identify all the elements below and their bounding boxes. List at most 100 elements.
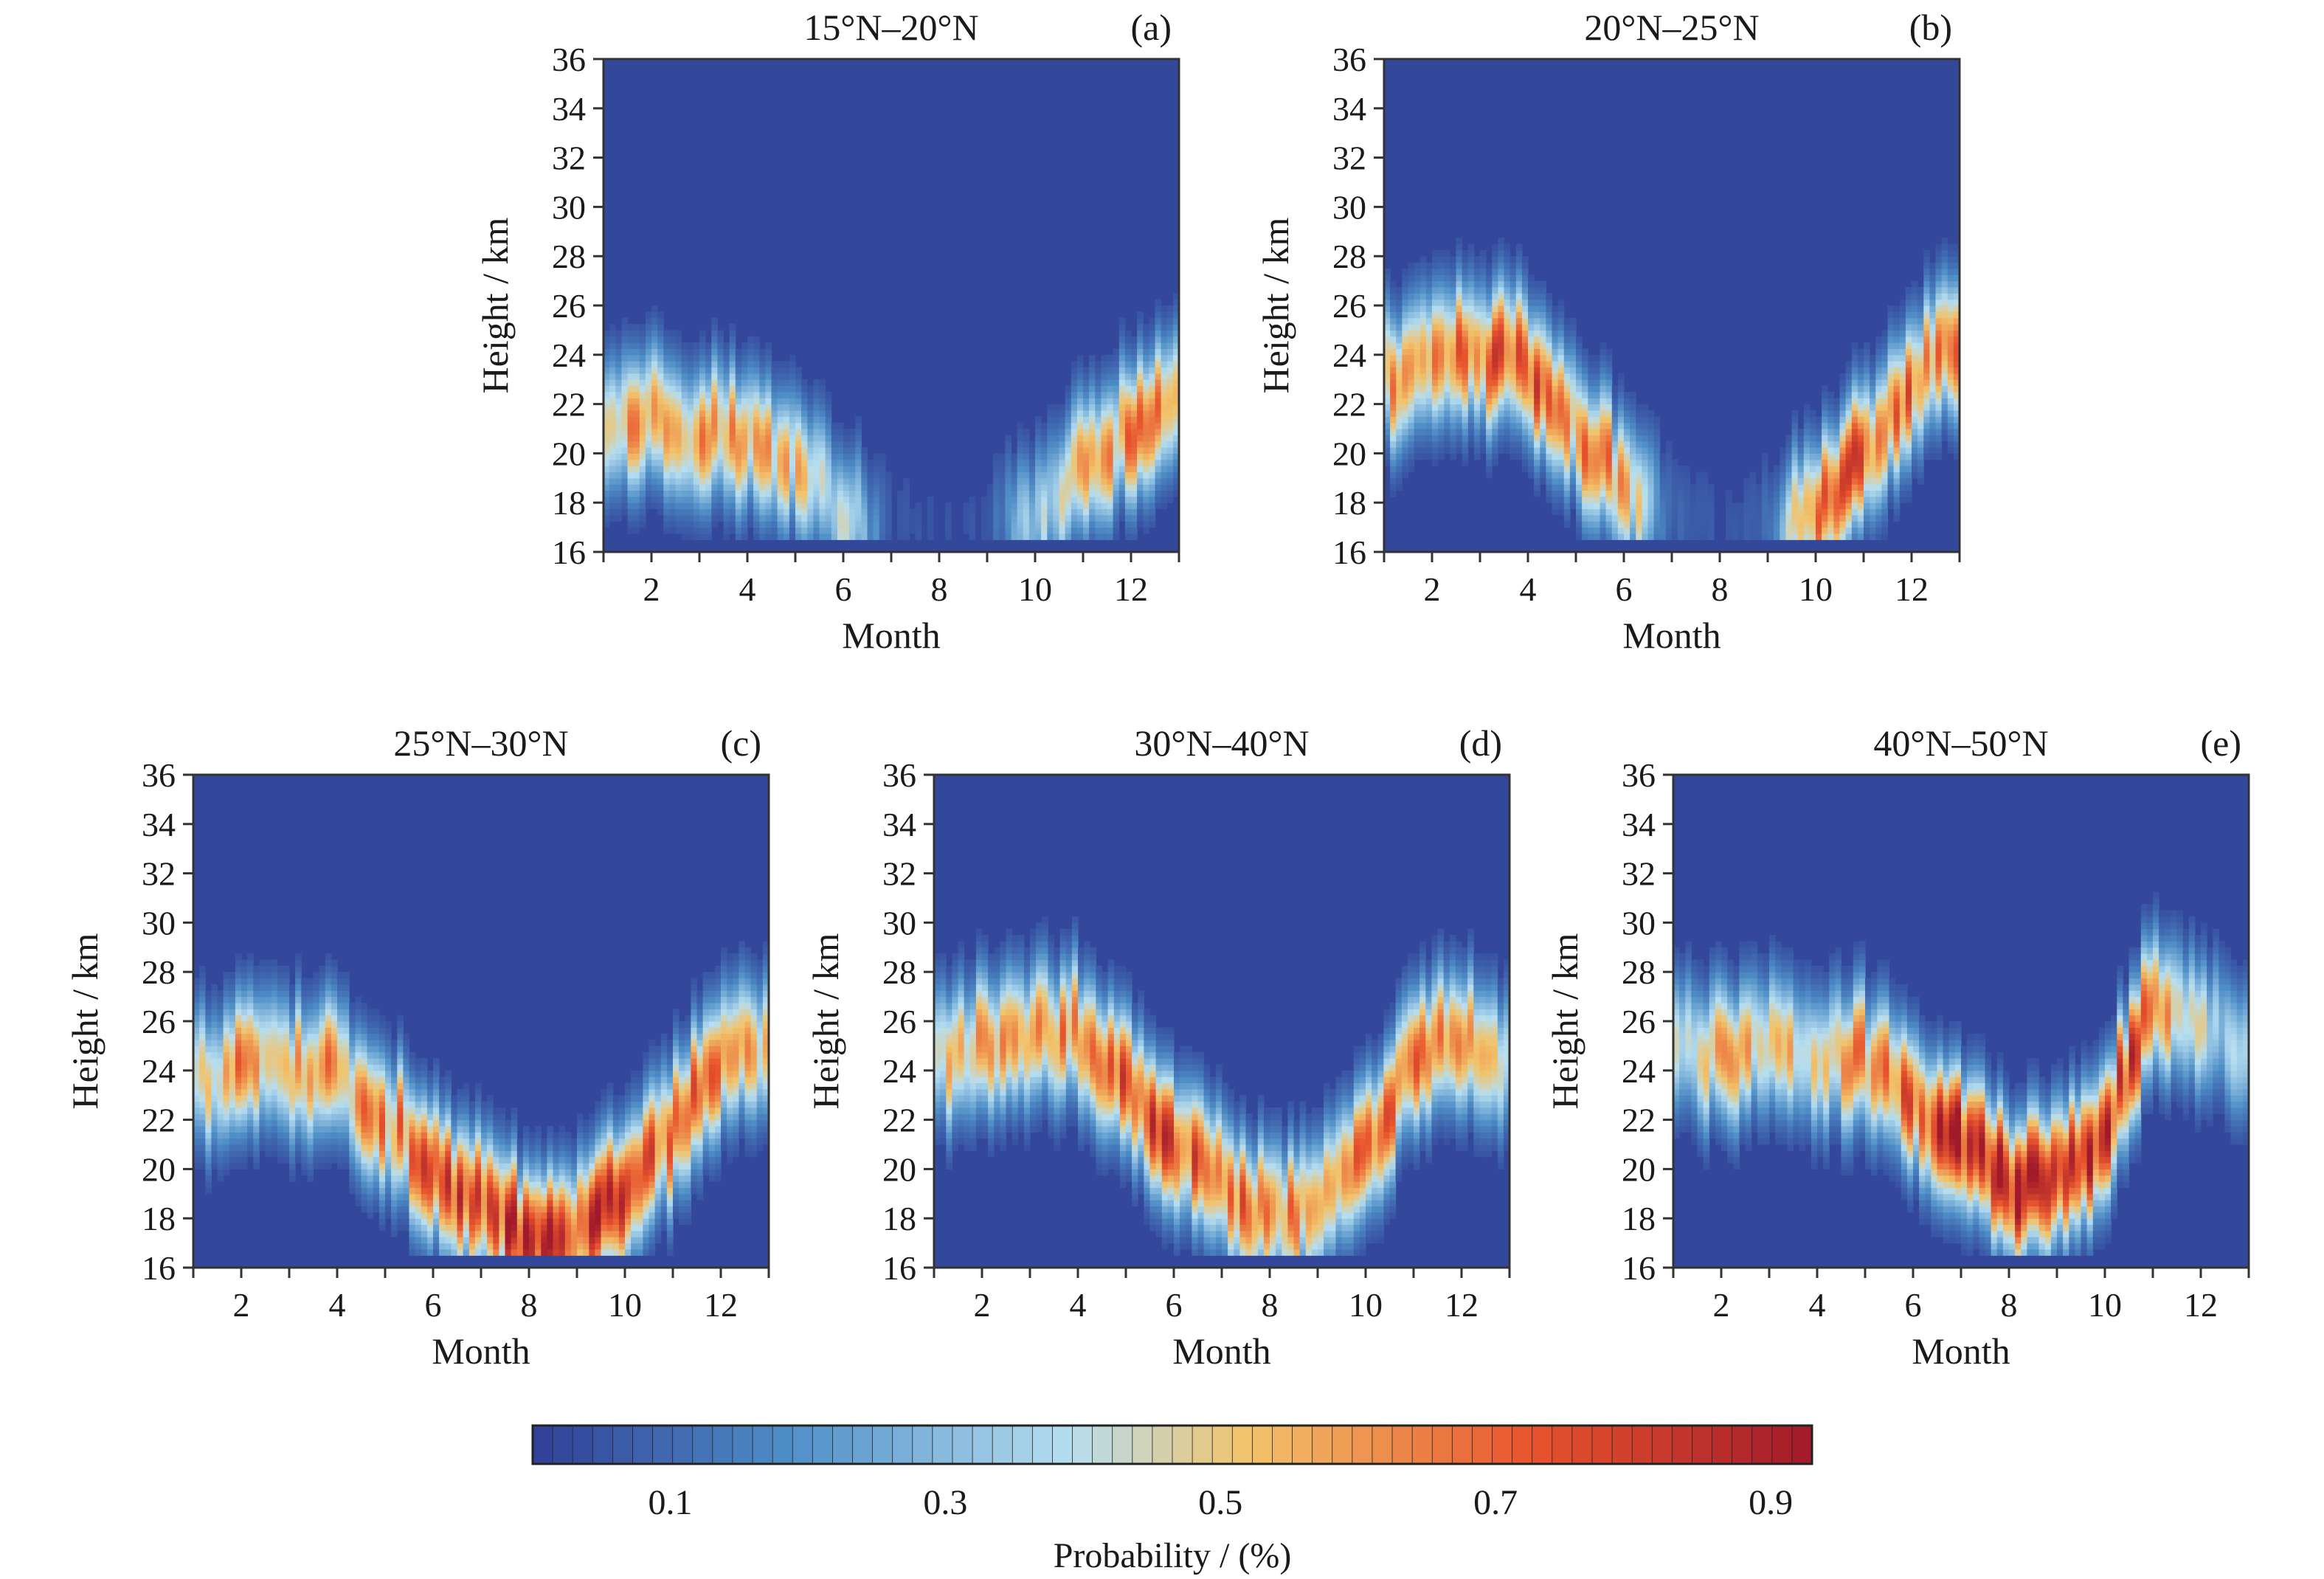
heatmap-cell <box>1515 379 1523 387</box>
heatmap-cell <box>1923 453 1930 460</box>
heatmap-cell <box>1624 527 1630 534</box>
heatmap-cell <box>615 410 622 417</box>
heatmap-cell <box>969 502 976 510</box>
heatmap-cell <box>1118 373 1126 380</box>
x-tick-label: 10 <box>1799 570 1833 608</box>
heatmap-cell <box>1636 471 1642 479</box>
heatmap-cell <box>205 1046 212 1053</box>
heatmap-cell <box>837 440 844 448</box>
heatmap-cell <box>849 502 856 510</box>
heatmap-cell <box>693 373 700 380</box>
heatmap-cell <box>723 477 730 485</box>
heatmap-cell <box>1791 459 1799 466</box>
heatmap-cell <box>849 477 856 485</box>
heatmap-cell <box>1467 435 1475 442</box>
heatmap-cell <box>205 1027 212 1034</box>
heatmap-cell <box>1557 440 1565 448</box>
heatmap-cell <box>1774 466 1780 472</box>
heatmap-cell <box>1143 361 1149 368</box>
heatmap-cell <box>1923 274 1930 282</box>
heatmap-cell <box>1630 429 1636 435</box>
heatmap-cell <box>1118 429 1126 435</box>
heatmap-cell <box>1480 416 1487 424</box>
heatmap-cell <box>1912 459 1918 466</box>
heatmap-cell <box>1521 422 1529 429</box>
heatmap-cell <box>1540 373 1546 380</box>
heatmap-cell <box>1462 274 1469 282</box>
heatmap-cell <box>1414 317 1421 325</box>
heatmap-cell <box>1822 391 1828 398</box>
heatmap-cell <box>1953 293 1960 300</box>
heatmap-cell <box>627 367 634 374</box>
heatmap-cell <box>705 354 712 362</box>
heatmap-cell <box>1576 391 1583 398</box>
heatmap-cell <box>771 379 778 387</box>
heatmap-cell <box>1161 410 1168 417</box>
heatmap-cell <box>1521 367 1529 374</box>
heatmap-cell <box>837 435 844 442</box>
heatmap-cell <box>1953 379 1960 387</box>
heatmap-cell <box>1785 447 1793 454</box>
heatmap-cell <box>1521 361 1529 368</box>
heatmap-cell <box>1419 299 1427 306</box>
heatmap-cell <box>1816 435 1822 442</box>
heatmap-cell <box>1557 508 1565 516</box>
heatmap-cell <box>717 361 724 368</box>
heatmap-cell <box>783 398 790 405</box>
heatmap-cell <box>1438 410 1445 417</box>
heatmap-cell <box>1665 453 1673 460</box>
heatmap-cell <box>1881 404 1889 411</box>
heatmap-cell <box>849 527 856 534</box>
heatmap-cell <box>1047 484 1054 491</box>
heatmap-cell <box>681 466 688 472</box>
heatmap-cell <box>1095 440 1102 448</box>
heatmap-cell <box>1912 311 1918 319</box>
heatmap-cell <box>193 978 200 985</box>
heatmap-cell <box>1023 533 1030 540</box>
heatmap-cell <box>1059 477 1066 485</box>
heatmap-cell <box>1827 398 1834 405</box>
heatmap-cell <box>789 533 796 540</box>
heatmap-cell <box>627 404 634 411</box>
heatmap-cell <box>861 459 868 466</box>
heatmap-cell <box>1582 373 1588 380</box>
heatmap-cell <box>813 477 820 485</box>
heatmap-cell <box>1701 527 1709 534</box>
heatmap-cell <box>969 527 976 534</box>
heatmap-cell <box>1749 477 1757 485</box>
heatmap-cell <box>1569 435 1577 442</box>
heatmap-cell <box>205 1088 212 1096</box>
heatmap-cell <box>223 1126 230 1133</box>
heatmap-cell <box>1881 416 1889 424</box>
heatmap-cell <box>1630 416 1636 424</box>
heatmap-cell <box>1665 496 1673 503</box>
heatmap-cell <box>1803 496 1811 503</box>
heatmap-cell <box>1143 416 1149 424</box>
heatmap-cell <box>795 367 802 374</box>
heatmap-cell <box>699 471 706 479</box>
heatmap-cell <box>1576 348 1583 356</box>
heatmap-cell <box>1923 280 1930 288</box>
heatmap-cell <box>753 373 760 380</box>
heatmap-cell <box>639 422 646 429</box>
heatmap-cell <box>1384 429 1391 435</box>
heatmap-cell <box>1166 317 1174 325</box>
heatmap-cell <box>1893 305 1901 312</box>
heatmap-cell <box>1923 354 1930 362</box>
heatmap-cell <box>759 379 766 387</box>
heatmap-cell <box>699 533 706 540</box>
heatmap-cell <box>1492 410 1498 417</box>
heatmap-cell <box>783 459 790 466</box>
heatmap-cell <box>1462 280 1469 288</box>
heatmap-cell <box>759 361 766 368</box>
heatmap-cell <box>1870 373 1876 380</box>
heatmap-cell <box>1887 471 1895 479</box>
heatmap-cell <box>1124 514 1132 522</box>
heatmap-cell <box>604 342 610 349</box>
heatmap-cell <box>1749 521 1757 528</box>
heatmap-cell <box>1857 440 1864 448</box>
heatmap-cell <box>1462 379 1469 387</box>
heatmap-cell <box>711 502 718 510</box>
heatmap-cell <box>1390 471 1397 479</box>
heatmap-cell <box>1672 533 1678 540</box>
